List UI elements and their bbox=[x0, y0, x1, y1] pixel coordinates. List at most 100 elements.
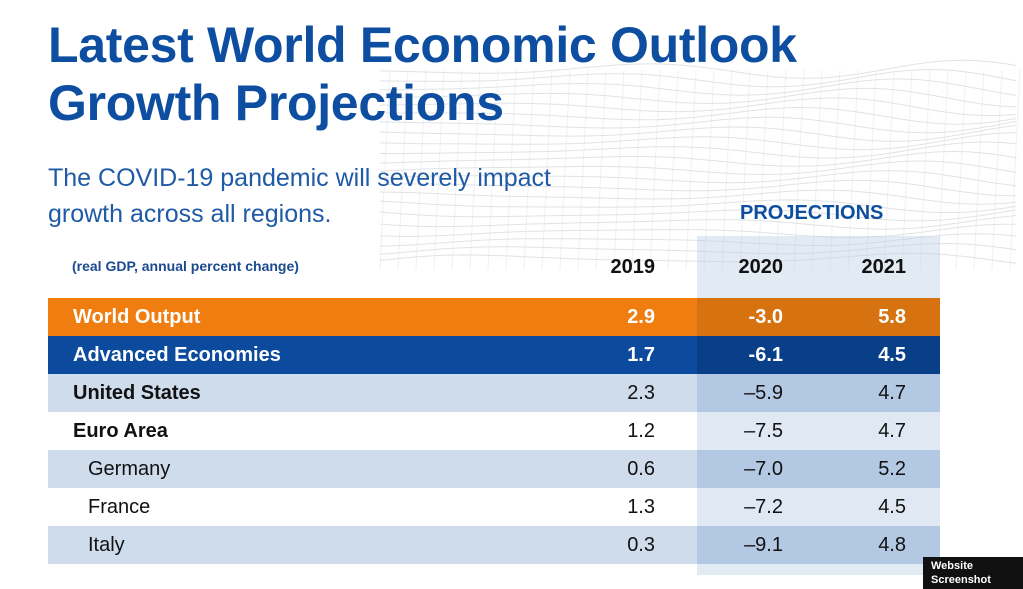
value-2020: –7.2 bbox=[744, 496, 783, 518]
wave-line bbox=[379, 69, 1017, 88]
mesh-line bbox=[631, 69, 643, 271]
wave-line bbox=[379, 170, 1017, 187]
table-row-united-states: United States 2.3 –5.9 4.7 bbox=[48, 374, 940, 412]
value-2021: 4.8 bbox=[878, 534, 906, 556]
table-row-euro-area: Euro Area 1.2 –7.5 4.7 bbox=[48, 412, 940, 450]
wave-line bbox=[379, 199, 1017, 214]
mesh-line bbox=[505, 69, 517, 271]
projections-label: PROJECTIONS bbox=[740, 202, 884, 224]
value-2021: 4.5 bbox=[878, 344, 906, 366]
wave-line bbox=[380, 106, 1017, 125]
subtitle-line-1: The COVID-19 pandemic will severely impa… bbox=[48, 164, 551, 192]
projection-cell-shade bbox=[697, 412, 940, 450]
mesh-line bbox=[775, 69, 787, 271]
table-row-advanced-economies: Advanced Economies 1.7 -6.1 4.5 bbox=[48, 336, 940, 374]
value-2020: -3.0 bbox=[748, 306, 783, 328]
value-2019: 0.3 bbox=[627, 534, 655, 556]
table-row-france: France 1.3 –7.2 4.5 bbox=[48, 488, 940, 526]
projection-cell-shade bbox=[697, 298, 940, 336]
row-label: Germany bbox=[88, 458, 171, 480]
column-header-2020: 2020 bbox=[738, 256, 784, 278]
mesh-line bbox=[523, 69, 535, 271]
value-2019: 1.3 bbox=[627, 496, 655, 518]
page-title: Latest World Economic Outlook Growth Pro… bbox=[48, 16, 797, 132]
wave-line bbox=[379, 116, 1017, 134]
value-2021: 5.8 bbox=[878, 306, 906, 328]
subtitle-line-2: growth across all regions. bbox=[48, 200, 332, 228]
mesh-line bbox=[847, 69, 859, 271]
title-line-1: Latest World Economic Outlook bbox=[48, 17, 797, 73]
value-2019: 2.9 bbox=[627, 306, 655, 328]
mesh-line bbox=[541, 69, 553, 271]
subtitle: The COVID-19 pandemic will severely impa… bbox=[48, 160, 648, 232]
mesh-line bbox=[829, 69, 841, 271]
wave-line bbox=[379, 223, 1016, 238]
mesh-line bbox=[433, 69, 445, 271]
wave-line bbox=[379, 189, 1017, 205]
mesh-line bbox=[487, 69, 499, 271]
row-label: France bbox=[88, 496, 151, 518]
wave-line bbox=[380, 141, 1017, 159]
row-label: Advanced Economies bbox=[73, 344, 281, 366]
wave-line bbox=[379, 150, 1017, 167]
mesh-line bbox=[667, 69, 679, 271]
mesh-line bbox=[865, 69, 877, 271]
table-row-germany: Germany 0.6 –7.0 5.2 bbox=[48, 450, 940, 488]
value-2020: –7.0 bbox=[744, 458, 783, 480]
mesh-line bbox=[883, 69, 895, 271]
mesh-line bbox=[397, 69, 409, 271]
table-row-world-output: World Output 2.9 -3.0 5.8 bbox=[48, 298, 940, 336]
mesh-line bbox=[559, 69, 571, 271]
table-row-italy: Italy 0.3 –9.1 4.8 bbox=[48, 526, 940, 564]
projection-cell-shade bbox=[697, 488, 940, 526]
wave-line bbox=[379, 215, 1017, 230]
column-header-2021: 2021 bbox=[861, 256, 907, 278]
mesh-line bbox=[793, 69, 805, 271]
mesh-line bbox=[901, 69, 913, 271]
mesh-line bbox=[919, 69, 931, 271]
row-label: Italy bbox=[88, 534, 125, 556]
wave-line bbox=[379, 87, 1017, 108]
title-line-2: Growth Projections bbox=[48, 75, 504, 131]
wave-line bbox=[379, 242, 1017, 255]
mesh-line bbox=[415, 69, 427, 271]
wave-line bbox=[379, 233, 1017, 247]
background-wave-lines bbox=[379, 59, 1021, 271]
mesh-line bbox=[991, 69, 1003, 271]
value-2020: -6.1 bbox=[748, 344, 783, 366]
value-2020: –5.9 bbox=[744, 382, 783, 404]
value-2021: 4.7 bbox=[878, 420, 906, 442]
projection-cell-shade bbox=[697, 526, 940, 564]
projection-cell-shade bbox=[697, 450, 940, 488]
wave-line bbox=[379, 209, 1017, 222]
wave-line bbox=[379, 179, 1017, 197]
mesh-line bbox=[613, 69, 625, 271]
value-2021: 4.5 bbox=[878, 496, 906, 518]
wave-line bbox=[379, 160, 1017, 176]
wave-line bbox=[379, 78, 1017, 96]
wave-line bbox=[379, 124, 1017, 142]
mesh-line bbox=[1009, 69, 1021, 271]
column-header-2019: 2019 bbox=[610, 256, 656, 278]
mesh-line bbox=[973, 69, 985, 271]
value-2019: 2.3 bbox=[627, 382, 655, 404]
watermark-badge: Website Screenshot bbox=[923, 557, 1023, 589]
mesh-line bbox=[649, 69, 661, 271]
row-label: World Output bbox=[73, 306, 201, 328]
mesh-line bbox=[451, 69, 463, 271]
value-2020: –9.1 bbox=[744, 534, 783, 556]
row-label: United States bbox=[73, 382, 201, 404]
mesh-line bbox=[739, 69, 751, 271]
mesh-line bbox=[379, 69, 391, 271]
mesh-line bbox=[811, 69, 823, 271]
value-2021: 5.2 bbox=[878, 458, 906, 480]
mesh-line bbox=[595, 69, 607, 271]
value-2019: 1.2 bbox=[627, 420, 655, 442]
mesh-line bbox=[937, 69, 949, 271]
row-label: Euro Area bbox=[73, 420, 168, 442]
wave-line bbox=[379, 132, 1017, 151]
projection-cell-shade bbox=[697, 336, 940, 374]
mesh-line bbox=[685, 69, 697, 271]
wave-line bbox=[379, 97, 1017, 117]
value-2019: 1.7 bbox=[627, 344, 655, 366]
